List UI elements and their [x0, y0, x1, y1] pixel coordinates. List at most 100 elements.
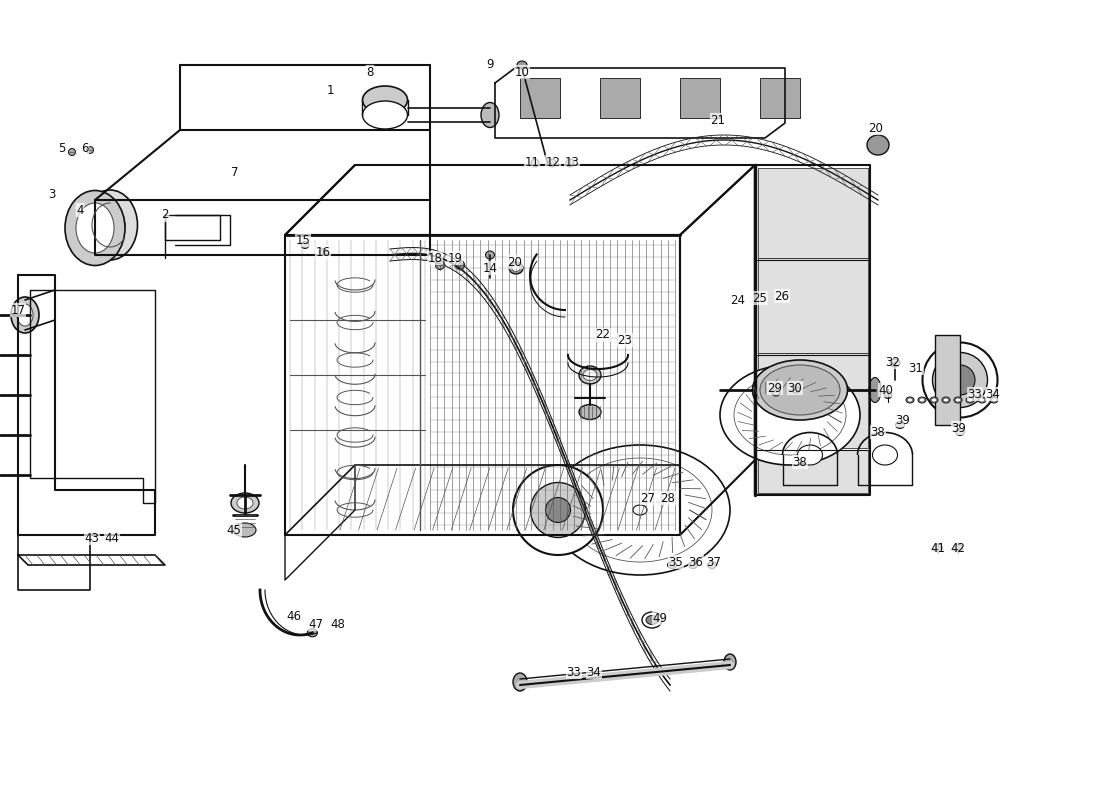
Ellipse shape — [579, 366, 601, 384]
Ellipse shape — [867, 135, 889, 155]
Text: 28: 28 — [661, 491, 675, 505]
Ellipse shape — [930, 397, 938, 403]
Ellipse shape — [668, 562, 676, 569]
Ellipse shape — [890, 359, 900, 367]
Ellipse shape — [792, 387, 800, 393]
Ellipse shape — [772, 390, 780, 396]
Ellipse shape — [234, 523, 256, 537]
Ellipse shape — [707, 562, 716, 569]
Text: 45: 45 — [227, 523, 241, 537]
Text: 3: 3 — [48, 189, 56, 202]
Text: 33: 33 — [968, 387, 982, 401]
Bar — [600, 78, 640, 118]
Text: 15: 15 — [296, 234, 310, 246]
Text: 49: 49 — [652, 611, 668, 625]
Text: 20: 20 — [507, 255, 522, 269]
Text: 47: 47 — [308, 618, 323, 630]
Bar — [760, 78, 800, 118]
Ellipse shape — [760, 365, 840, 415]
Ellipse shape — [546, 498, 571, 522]
Ellipse shape — [82, 190, 138, 260]
Text: 1: 1 — [327, 83, 333, 97]
Ellipse shape — [906, 397, 914, 403]
Text: 43: 43 — [85, 531, 99, 545]
Ellipse shape — [884, 391, 892, 398]
Text: 14: 14 — [483, 262, 497, 274]
Text: 31: 31 — [909, 362, 923, 374]
Ellipse shape — [642, 612, 662, 628]
Ellipse shape — [548, 159, 556, 167]
Ellipse shape — [720, 365, 860, 465]
Text: 19: 19 — [448, 251, 462, 265]
Ellipse shape — [908, 398, 913, 402]
Ellipse shape — [568, 458, 712, 562]
Ellipse shape — [531, 159, 539, 167]
Ellipse shape — [76, 203, 114, 253]
Ellipse shape — [95, 205, 125, 245]
Ellipse shape — [509, 262, 522, 274]
Ellipse shape — [691, 563, 695, 567]
Text: 13: 13 — [564, 155, 580, 169]
Text: 35: 35 — [669, 555, 683, 569]
Text: 39: 39 — [895, 414, 911, 426]
Text: 48: 48 — [331, 618, 345, 630]
Ellipse shape — [689, 562, 697, 569]
Text: 34: 34 — [586, 666, 602, 678]
Ellipse shape — [236, 497, 253, 509]
Ellipse shape — [944, 398, 948, 402]
Bar — [758, 450, 868, 493]
Bar — [758, 168, 868, 258]
Text: 39: 39 — [952, 422, 967, 434]
Ellipse shape — [979, 398, 984, 402]
Ellipse shape — [513, 465, 603, 555]
Ellipse shape — [632, 505, 647, 515]
Ellipse shape — [65, 190, 125, 266]
Text: 10: 10 — [515, 66, 529, 78]
Ellipse shape — [301, 242, 309, 249]
Ellipse shape — [710, 563, 715, 567]
Text: 44: 44 — [104, 531, 120, 545]
Ellipse shape — [485, 251, 495, 259]
Ellipse shape — [923, 342, 998, 418]
Ellipse shape — [550, 445, 730, 575]
Ellipse shape — [991, 398, 997, 402]
Text: 20: 20 — [869, 122, 883, 134]
Ellipse shape — [942, 397, 950, 403]
Text: 5: 5 — [58, 142, 66, 154]
Ellipse shape — [956, 429, 965, 435]
Bar — [758, 353, 868, 448]
Text: 36: 36 — [689, 555, 703, 569]
Ellipse shape — [798, 445, 823, 465]
Ellipse shape — [512, 265, 520, 271]
Ellipse shape — [785, 411, 795, 419]
Ellipse shape — [16, 304, 33, 326]
Ellipse shape — [566, 159, 574, 167]
Text: 26: 26 — [774, 290, 790, 302]
Ellipse shape — [954, 544, 962, 552]
Ellipse shape — [579, 405, 601, 419]
Ellipse shape — [11, 297, 38, 333]
Ellipse shape — [307, 629, 318, 637]
Text: 37: 37 — [706, 555, 722, 569]
Ellipse shape — [918, 397, 926, 403]
Text: 7: 7 — [231, 166, 239, 178]
Ellipse shape — [363, 101, 407, 129]
Ellipse shape — [481, 102, 499, 127]
Text: 42: 42 — [950, 542, 966, 554]
Text: 11: 11 — [525, 155, 539, 169]
Ellipse shape — [990, 397, 998, 403]
Bar — [935, 335, 960, 425]
Text: 18: 18 — [428, 251, 442, 265]
Text: 25: 25 — [752, 291, 768, 305]
Text: 33: 33 — [566, 666, 582, 678]
Text: 23: 23 — [617, 334, 632, 346]
Text: 9: 9 — [486, 58, 494, 71]
Text: 41: 41 — [931, 542, 946, 554]
Text: 29: 29 — [768, 382, 782, 394]
Text: 46: 46 — [286, 610, 301, 622]
Ellipse shape — [670, 563, 674, 567]
Text: 24: 24 — [730, 294, 746, 306]
Ellipse shape — [869, 378, 881, 402]
Text: 16: 16 — [316, 246, 330, 258]
Text: 12: 12 — [546, 155, 561, 169]
